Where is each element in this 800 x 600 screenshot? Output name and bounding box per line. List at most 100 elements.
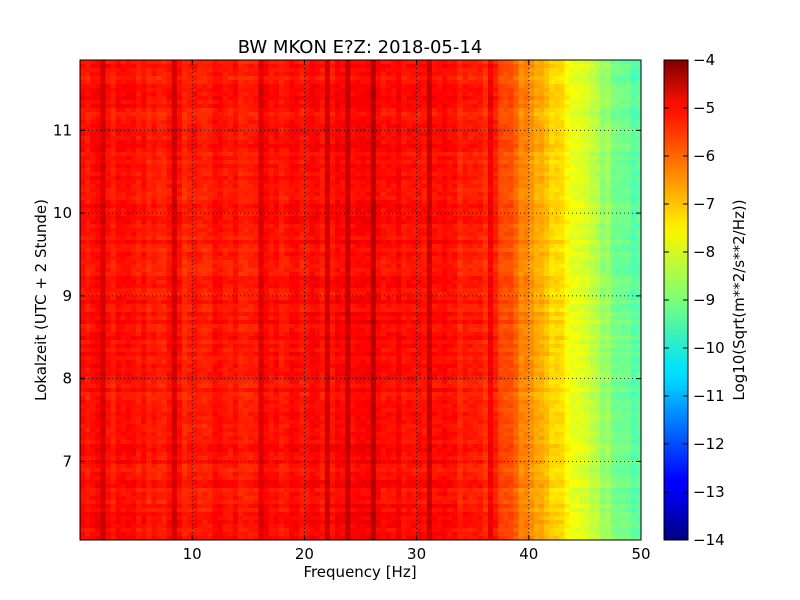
heatmap-cell [304, 140, 311, 145]
heatmap-cell [452, 164, 458, 169]
heatmap-cell [273, 72, 280, 77]
heatmap-cell [238, 188, 244, 193]
heatmap-cell [488, 88, 494, 93]
heatmap-cell [442, 160, 448, 165]
heatmap-cell [85, 96, 91, 101]
heatmap-cell [620, 64, 627, 69]
heatmap-cell [396, 116, 402, 121]
heatmap-cell [192, 68, 198, 73]
heatmap-cell [462, 192, 469, 197]
heatmap-cell [120, 132, 127, 137]
heatmap-cell [426, 216, 433, 221]
heatmap-cell [544, 236, 550, 241]
heatmap-cell [508, 168, 515, 173]
heatmap-cell [559, 148, 566, 153]
heatmap-cell [166, 104, 173, 109]
heatmap-cell [370, 160, 377, 165]
heatmap-cell [625, 232, 632, 237]
heatmap-cell [350, 212, 356, 217]
heatmap-cell [437, 84, 443, 89]
heatmap-cell [595, 236, 601, 241]
heatmap-cell [120, 216, 127, 221]
heatmap-cell [202, 132, 209, 137]
heatmap-cell [493, 200, 499, 205]
heatmap-cell [600, 180, 606, 185]
heatmap-cell [503, 60, 509, 65]
heatmap-cell [80, 144, 86, 149]
heatmap-cell [299, 112, 305, 117]
heatmap-cell [100, 112, 107, 117]
heatmap-cell [100, 180, 107, 185]
heatmap-cell [110, 104, 117, 109]
heatmap-cell [95, 116, 101, 121]
heatmap-cell [273, 188, 280, 193]
heatmap-cell [243, 132, 249, 137]
heatmap-cell [131, 156, 137, 161]
heatmap-cell [350, 180, 356, 185]
heatmap-cell [90, 224, 96, 229]
heatmap-cell [324, 140, 331, 145]
heatmap-cell [284, 232, 290, 237]
heatmap-cell [253, 84, 260, 89]
heatmap-cell [324, 192, 331, 197]
heatmap-cell [544, 204, 550, 209]
heatmap-cell [544, 100, 550, 105]
heatmap-cell [350, 132, 356, 137]
heatmap-cell [340, 152, 346, 157]
heatmap-cell [523, 148, 530, 153]
heatmap-cell [278, 148, 285, 153]
heatmap-cell [268, 216, 275, 221]
heatmap-cell [477, 64, 484, 69]
heatmap-cell [360, 112, 367, 117]
heatmap-cell [85, 84, 91, 89]
heatmap-cell [416, 224, 423, 229]
heatmap-cell [488, 64, 494, 69]
heatmap-cell [620, 136, 627, 141]
heatmap-cell [630, 132, 637, 137]
heatmap-cell [421, 92, 428, 97]
heatmap-cell [146, 204, 152, 209]
heatmap-cell [304, 100, 311, 105]
heatmap-cell [426, 152, 433, 157]
heatmap-cell [100, 216, 107, 221]
heatmap-cell [263, 168, 270, 173]
heatmap-cell [125, 140, 132, 145]
heatmap-cell [125, 236, 132, 241]
heatmap-cell [273, 124, 280, 129]
heatmap-cell [472, 156, 479, 161]
heatmap-cell [539, 120, 545, 125]
heatmap-cell [238, 88, 244, 93]
heatmap-cell [309, 208, 316, 213]
heatmap-cell [554, 148, 560, 153]
heatmap-cell [304, 176, 311, 181]
heatmap-cell [518, 160, 525, 165]
heatmap-cell [360, 176, 367, 181]
heatmap-cell [544, 132, 550, 137]
heatmap-cell [472, 192, 479, 197]
heatmap-cell [131, 148, 137, 153]
heatmap-cell [411, 232, 418, 237]
heatmap-cell [528, 120, 535, 125]
heatmap-cell [340, 140, 346, 145]
heatmap-cell [110, 160, 117, 165]
heatmap-cell [442, 84, 448, 89]
heatmap-cell [503, 216, 509, 221]
heatmap-cell [299, 224, 305, 229]
heatmap-cell [253, 232, 260, 237]
heatmap-cell [615, 160, 622, 165]
heatmap-cell [559, 84, 566, 89]
heatmap-cell [528, 212, 535, 217]
heatmap-cell [161, 192, 168, 197]
heatmap-cell [156, 104, 163, 109]
heatmap-cell [110, 224, 117, 229]
heatmap-cell [136, 152, 142, 157]
heatmap-cell [90, 104, 96, 109]
heatmap-cell [630, 184, 637, 189]
heatmap-cell [156, 64, 163, 69]
heatmap-cell [263, 96, 270, 101]
heatmap-cell [222, 160, 229, 165]
heatmap-cell [590, 96, 596, 101]
heatmap-cell [217, 156, 224, 161]
heatmap-cell [421, 68, 428, 73]
heatmap-cell [248, 104, 254, 109]
